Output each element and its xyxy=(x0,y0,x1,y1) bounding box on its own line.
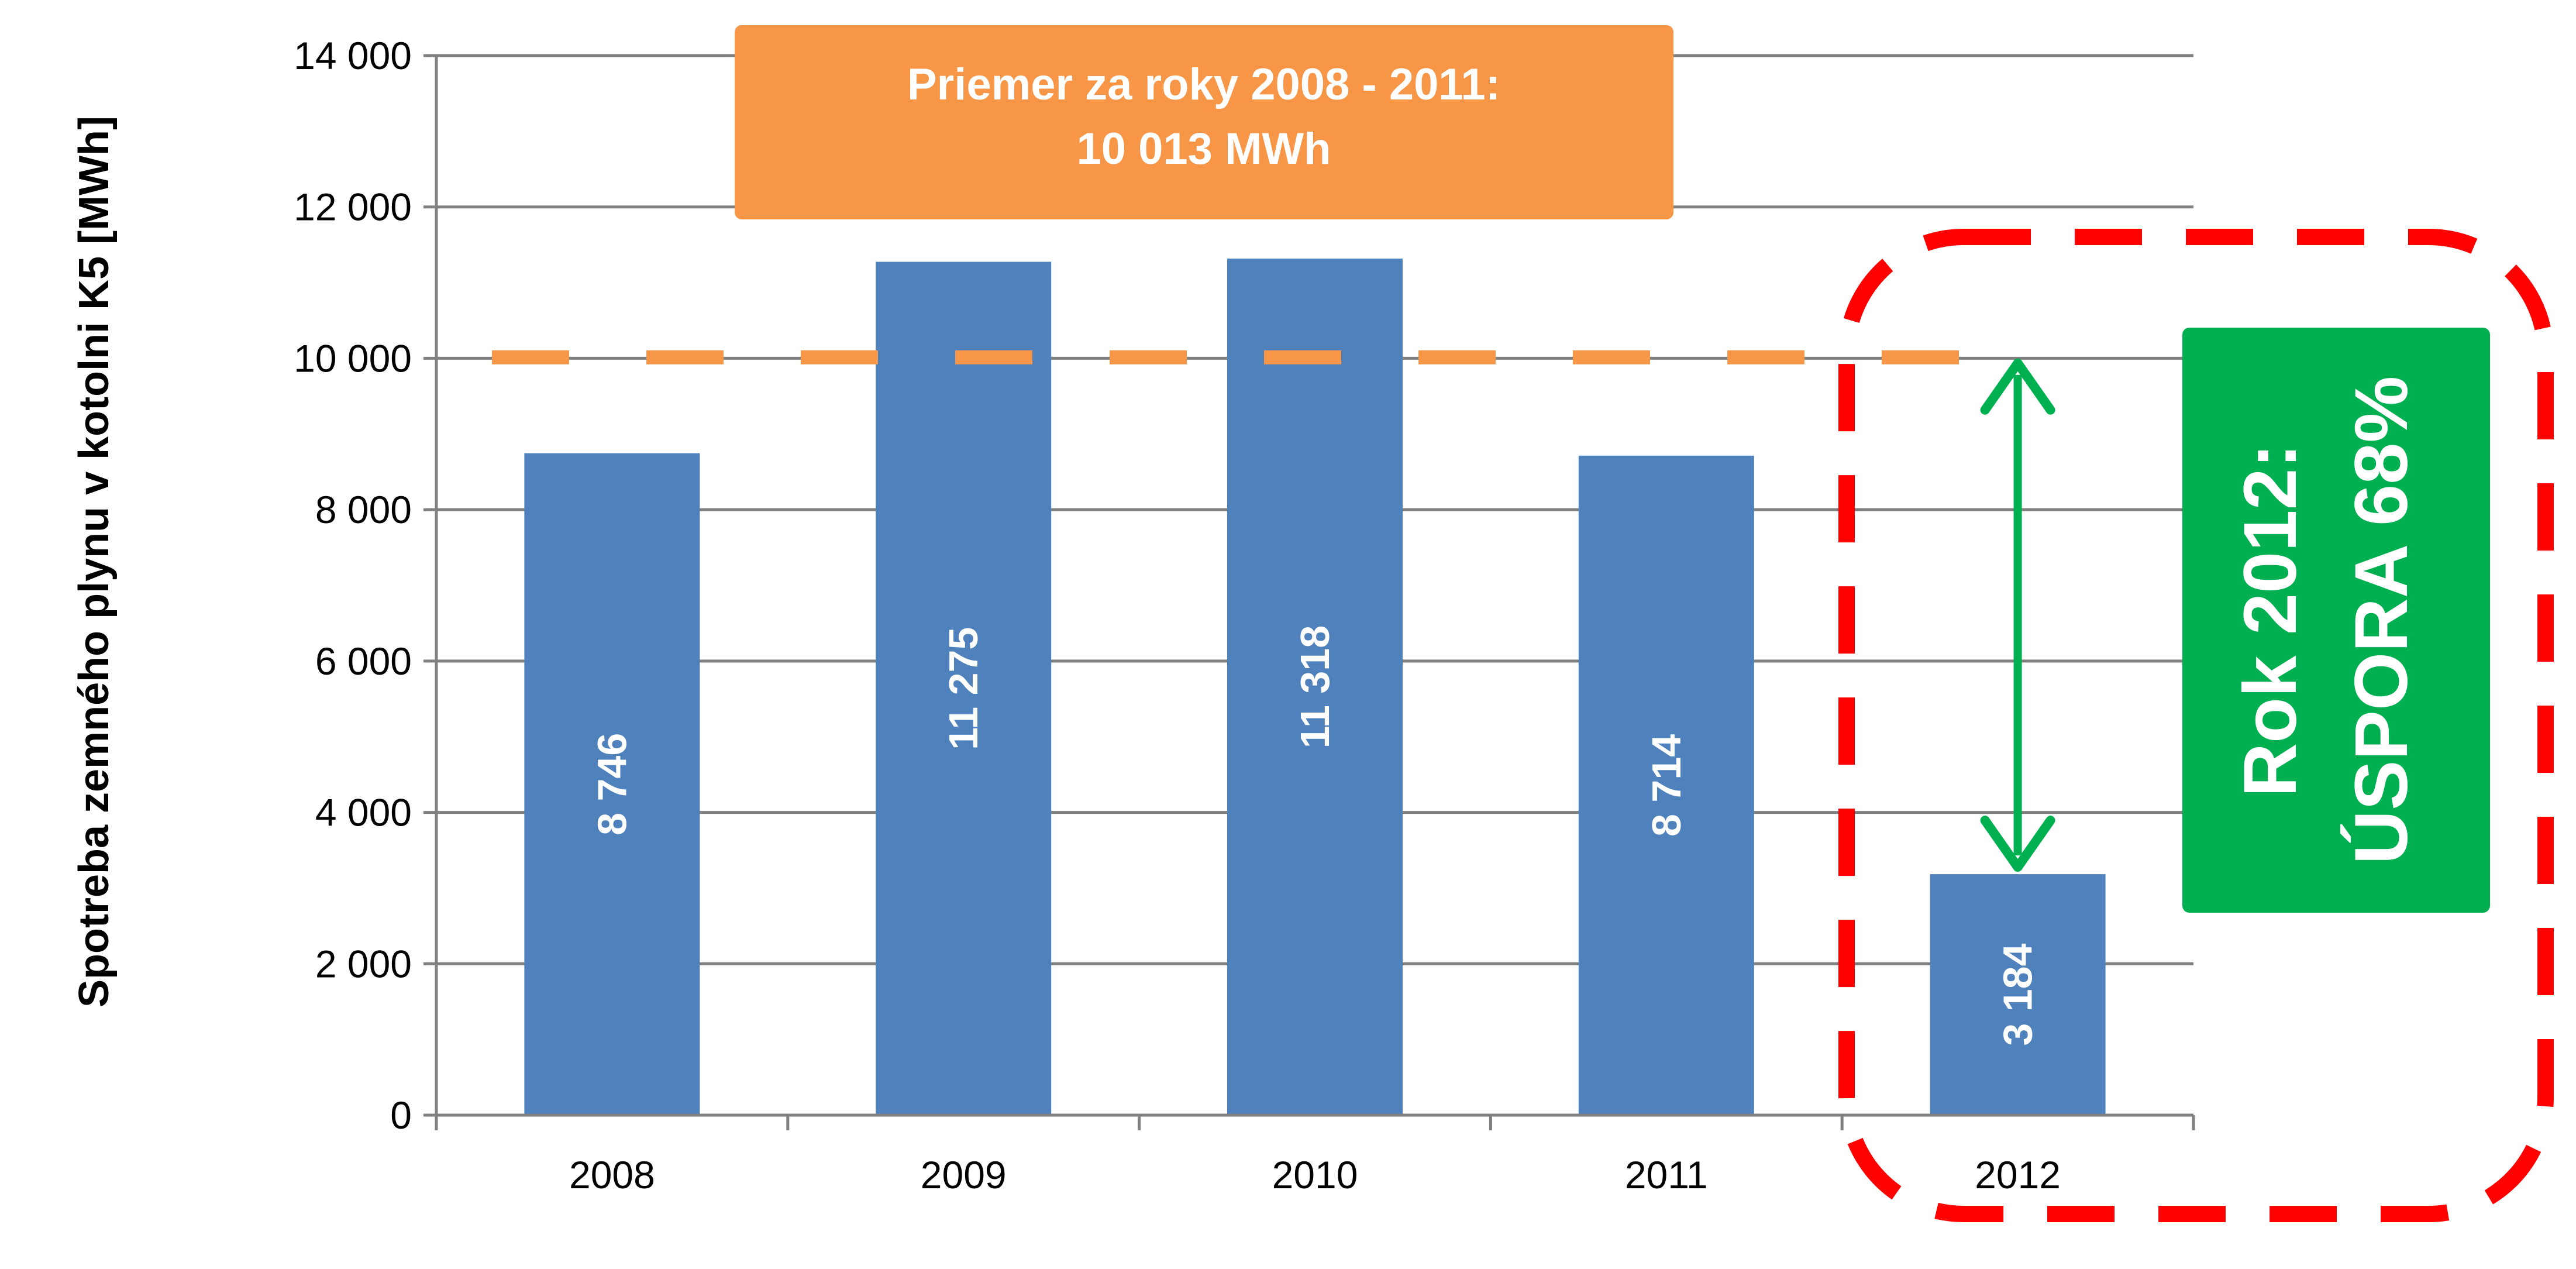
savings-box-group: Rok 2012: ÚSPORA 68% xyxy=(2182,328,2490,913)
bar-2011 xyxy=(1578,455,1754,1115)
y-tick-label: 0 xyxy=(390,1093,412,1137)
bar-2008 xyxy=(524,453,700,1115)
y-tick-label: 2 000 xyxy=(315,942,412,985)
x-tick-label-2011: 2011 xyxy=(1625,1153,1708,1196)
data-label-2011: 8 714 xyxy=(1644,734,1689,837)
y-tick-label: 14 000 xyxy=(294,34,412,77)
y-tick-label: 8 000 xyxy=(315,488,412,531)
y-tick-label: 10 000 xyxy=(294,336,412,380)
average-label-line2: 10 013 MWh xyxy=(1076,124,1331,174)
savings-label-line2: ÚSPORA 68% xyxy=(2340,376,2423,865)
data-label-2008: 8 746 xyxy=(589,733,635,835)
y-tick-label: 12 000 xyxy=(294,185,412,229)
bar-2009 xyxy=(876,262,1052,1116)
data-label-2009: 11 275 xyxy=(941,627,986,750)
savings-box xyxy=(2182,328,2490,913)
arrow-head-down xyxy=(1980,816,2055,872)
arrow-head-up xyxy=(1980,358,2055,415)
x-tick-label-2009: 2009 xyxy=(921,1153,1007,1196)
average-box xyxy=(735,25,1673,219)
y-tick-label: 4 000 xyxy=(315,791,412,834)
bar-2010 xyxy=(1227,258,1403,1116)
data-label-2010: 11 318 xyxy=(1292,625,1338,748)
bar-2012 xyxy=(1930,874,2106,1115)
x-tick-label-2012: 2012 xyxy=(1975,1153,2061,1196)
savings-arrow xyxy=(1980,358,2055,872)
bars: 8 746 11 275 11 318 8 714 3 184 xyxy=(524,258,2106,1116)
data-label-2012: 3 184 xyxy=(1995,943,2041,1046)
y-tick-label: 6 000 xyxy=(315,639,412,683)
highlight-dashed-border xyxy=(1838,229,2554,1222)
savings-label-line1: Rok 2012: xyxy=(2229,443,2312,797)
average-label-line1: Priemer za roky 2008 - 2011: xyxy=(907,60,1500,109)
x-tick-label-2010: 2010 xyxy=(1272,1153,1358,1196)
axes: 0 2 000 4 000 6 000 8 000 10 000 12 000 14 000 2… xyxy=(294,34,2195,1196)
y-axis-label: Spotreba zemného plynu v kotolni K5 [MWh… xyxy=(71,116,118,1007)
x-tick-label-2008: 2008 xyxy=(569,1153,655,1196)
average-label-box: Priemer za roky 2008 - 2011: 10 013 MWh xyxy=(735,25,1673,219)
